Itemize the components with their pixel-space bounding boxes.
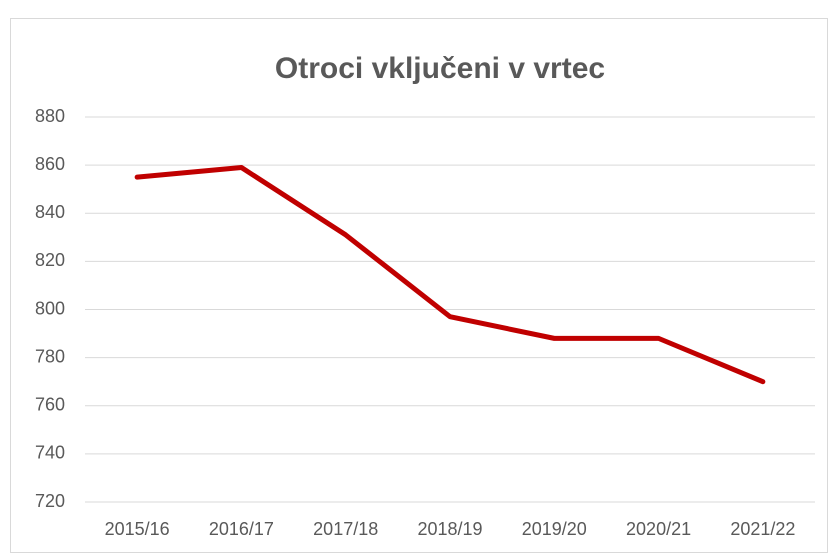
x-tick-label: 2021/22: [730, 519, 795, 539]
x-tick-label: 2017/18: [313, 519, 378, 539]
y-tick-label: 880: [35, 106, 65, 126]
y-tick-label: 840: [35, 202, 65, 222]
x-tick-label: 2018/19: [417, 519, 482, 539]
chart-title: Otroci vključeni v vrtec: [275, 52, 605, 85]
y-tick-label: 800: [35, 298, 65, 318]
line-series: [134, 165, 766, 385]
x-tick-label: 2015/16: [105, 519, 170, 539]
y-tick-label: 820: [35, 250, 65, 270]
y-tick-label: 720: [35, 491, 65, 511]
y-tick-label: 740: [35, 443, 65, 463]
x-tick-label: 2016/17: [209, 519, 274, 539]
x-tick-label: 2020/21: [626, 519, 691, 539]
chart-border: [10, 18, 828, 553]
y-tick-label: 860: [35, 154, 65, 174]
y-tick-label: 760: [35, 395, 65, 415]
x-tick-label: 2019/20: [522, 519, 587, 539]
y-tick-label: 780: [35, 346, 65, 366]
